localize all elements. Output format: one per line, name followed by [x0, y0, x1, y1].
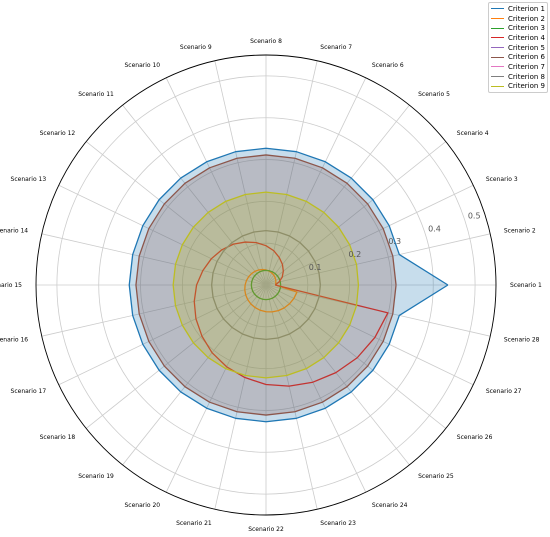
legend-label: Criterion 3	[508, 24, 545, 33]
grid-spoke	[122, 284, 267, 466]
category-label: Scenario 27	[486, 388, 522, 395]
grid-spoke	[41, 284, 267, 337]
grid-spoke	[85, 141, 267, 286]
legend-swatch	[491, 8, 505, 10]
legend-item: Criterion 9	[491, 82, 545, 92]
category-label: Scenario 9	[180, 44, 212, 51]
grid-spoke	[265, 184, 474, 286]
category-label: Scenario 19	[78, 473, 114, 480]
category-label: Scenario 4	[457, 130, 489, 137]
grid-spoke	[265, 77, 367, 286]
series-line-criterion-1	[128, 147, 449, 423]
grid-spoke	[58, 284, 267, 386]
category-label: Scenario 15	[0, 282, 22, 289]
grid-spoke	[85, 284, 267, 429]
grid-spoke	[165, 284, 267, 493]
radial-tick-label: 0.2	[349, 250, 362, 259]
category-label: Scenario 1	[510, 282, 542, 289]
grid-spoke	[214, 60, 267, 286]
grid-spoke	[265, 284, 447, 429]
category-label: Scenario 6	[372, 62, 404, 69]
radial-tick-label: 0.3	[388, 237, 401, 246]
category-label: Scenario 3	[486, 176, 518, 183]
plot-frame	[35, 54, 497, 516]
legend-item: Criterion 3	[491, 23, 545, 33]
series-line-criterion-8	[210, 229, 322, 341]
grid-spoke	[265, 284, 410, 466]
radial-tick-label: 0.1	[309, 263, 322, 272]
category-label: Scenario 14	[0, 228, 28, 235]
category-label: Scenario 18	[40, 434, 76, 441]
category-label: Scenario 8	[250, 38, 282, 45]
category-label: Scenario 12	[40, 130, 76, 137]
legend-label: Criterion 7	[508, 62, 545, 71]
grid-spoke	[265, 104, 410, 286]
category-label: Scenario 16	[0, 336, 28, 343]
radial-tick-label: 0.5	[468, 211, 481, 220]
chart-legend: Criterion 1 Criterion 2 Criterion 3 Criteri…	[488, 2, 548, 94]
legend-label: Criterion 4	[508, 33, 545, 42]
grid-spoke	[265, 233, 491, 286]
legend-item: Criterion 4	[491, 33, 545, 43]
series-line-criterion-2	[244, 268, 298, 313]
category-label: Scenario 7	[320, 44, 352, 51]
category-label: Scenario 17	[11, 388, 47, 395]
category-label: Scenario 11	[78, 91, 114, 98]
legend-item: Criterion 8	[491, 72, 545, 82]
grid-spoke	[165, 77, 267, 286]
category-label: Scenario 2	[504, 228, 536, 235]
legend-label: Criterion 9	[508, 82, 545, 91]
grid-spoke	[41, 233, 267, 286]
category-label: Scenario 23	[320, 520, 356, 527]
legend-label: Criterion 2	[508, 14, 545, 23]
legend-label: Criterion 5	[508, 43, 545, 52]
category-label: Scenario 10	[125, 62, 161, 69]
category-label: Scenario 28	[504, 336, 540, 343]
category-label: Scenario 5	[418, 91, 450, 98]
legend-item: Criterion 2	[491, 14, 545, 24]
category-label: Scenario 25	[418, 473, 454, 480]
grid-spoke	[265, 284, 367, 493]
grid-spoke	[265, 284, 318, 510]
legend-swatch	[491, 27, 505, 29]
grid-spoke	[122, 104, 267, 286]
legend-swatch	[491, 85, 505, 87]
category-label: Scenario 13	[11, 176, 47, 183]
legend-item: Criterion 7	[491, 62, 545, 72]
legend-swatch	[491, 47, 505, 49]
series-line-criterion-3	[250, 269, 282, 301]
series-line-criterion-9	[172, 191, 360, 379]
category-label: Scenario 22	[248, 526, 284, 533]
legend-swatch	[491, 76, 505, 78]
legend-swatch	[491, 66, 505, 68]
legend-label: Criterion 8	[508, 72, 545, 81]
grid-spoke	[265, 141, 447, 286]
grid-spoke	[58, 184, 267, 286]
category-label: Scenario 24	[372, 502, 408, 509]
legend-item: Criterion 6	[491, 52, 545, 62]
legend-swatch	[491, 56, 505, 58]
category-label: Scenario 26	[457, 434, 493, 441]
series-line-criterion-4	[193, 241, 389, 387]
grid-spoke	[214, 284, 267, 510]
grid-spoke	[265, 60, 318, 286]
category-label: Scenario 20	[125, 502, 161, 509]
legend-label: Criterion 1	[508, 4, 545, 13]
legend-swatch	[491, 37, 505, 39]
category-label: Scenario 21	[176, 520, 212, 527]
legend-swatch	[491, 18, 505, 20]
grid-spoke	[265, 284, 474, 386]
legend-label: Criterion 6	[508, 53, 545, 62]
legend-item: Criterion 5	[491, 43, 545, 53]
legend-item: Criterion 1	[491, 4, 545, 14]
radial-tick-label: 0.4	[428, 224, 441, 233]
